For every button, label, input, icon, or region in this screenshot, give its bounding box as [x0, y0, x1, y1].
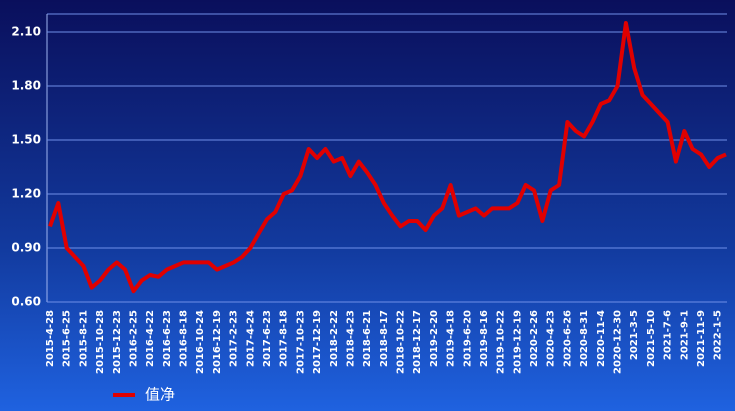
x-tick-label: 2021-9-1: [679, 310, 690, 360]
y-tick-label: 1.20: [11, 187, 41, 201]
line: [48, 21, 727, 294]
x-tick-label: 2017-10-23: [295, 310, 306, 374]
y-tick-label: 0.90: [11, 241, 41, 255]
x-tick-label: 2018-8-17: [379, 310, 390, 367]
x-tick-label: 2022-1-5: [713, 310, 724, 360]
x-tick-label: 2019-10-22: [496, 310, 507, 374]
y-tick-label: 1.80: [11, 79, 41, 93]
x-tick-label: 2016-6-23: [162, 310, 173, 367]
x-tick-label: 2021-3-5: [629, 310, 640, 360]
x-tick-label: 2015-6-25: [62, 310, 73, 367]
x-tick-label: 2016-4-22: [145, 310, 156, 367]
x-tick-label: 2021-7-6: [663, 310, 674, 360]
x-tick-label: 2016-8-18: [179, 310, 190, 367]
x-tick-label: 2016-12-19: [212, 310, 223, 374]
y-tick-label: 1.50: [11, 133, 41, 147]
x-tick-label: 2021-5-10: [646, 310, 657, 367]
x-tick-label: 2017-6-23: [262, 310, 273, 367]
x-tick-label: 2017-8-18: [279, 310, 290, 367]
x-tick-label: 2019-2-20: [429, 310, 440, 367]
x-tick-label: 2018-4-23: [345, 310, 356, 367]
legend-label: 值净: [145, 386, 175, 404]
x-tick-label: 2018-6-21: [362, 310, 373, 367]
x-tick-label: 2017-12-19: [312, 310, 323, 374]
x-tick-label: 2015-12-23: [112, 310, 123, 374]
x-tick-label: 2015-4-28: [45, 310, 56, 367]
x-tick-label: 2020-2-26: [529, 310, 540, 367]
y-tick-label: 0.60: [11, 295, 41, 309]
x-tick-label: 2017-4-24: [245, 310, 256, 367]
x-tick-label: 2019-4-18: [446, 310, 457, 367]
x-tick-label: 2020-11-4: [596, 310, 607, 367]
x-tick-label: 2020-6-26: [562, 310, 573, 367]
x-tick-label: 2015-8-21: [78, 310, 89, 367]
x-tick-label: 2021-11-9: [696, 310, 707, 367]
x-tick-label: 2020-8-31: [579, 310, 590, 367]
x-tick-label: 2020-4-23: [546, 310, 557, 367]
x-tick-label: 2019-8-16: [479, 310, 490, 367]
x-tick-label: 2020-12-30: [613, 310, 624, 374]
x-tick-label: 2017-2-23: [229, 310, 240, 367]
x-tick-label: 2016-2-25: [128, 310, 139, 367]
x-tick-label: 2018-12-17: [412, 310, 423, 374]
y-tick-label: 2.10: [11, 25, 41, 39]
x-tick-label: 2018-10-22: [396, 310, 407, 374]
x-tick-label: 2019-6-20: [462, 310, 473, 367]
x-tick-label: 2018-2-22: [329, 310, 340, 367]
x-tick-label: 2016-10-24: [195, 310, 206, 374]
x-tick-label: 2019-12-19: [512, 310, 523, 374]
x-tick-label: 2015-10-28: [95, 310, 106, 374]
